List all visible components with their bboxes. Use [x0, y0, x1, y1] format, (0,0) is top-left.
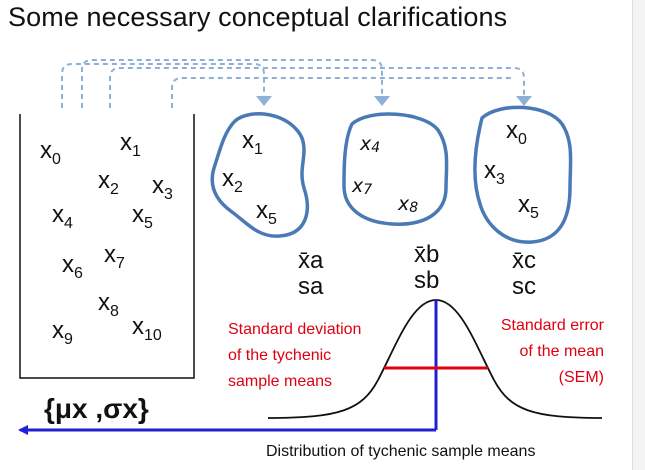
sample-c-outline [473, 105, 573, 244]
sample-c-sd: sc [512, 273, 536, 300]
page-title: Some necessary conceptual clarifications [8, 2, 508, 32]
sem-annotation: Standard error of the mean (SEM) [501, 317, 605, 386]
sample-a-element-2: x2 [222, 165, 243, 196]
sample-b-sd: sb [414, 267, 439, 294]
sample-c-elements: x0 x3 x5 [484, 117, 539, 222]
scrollbar[interactable] [632, 0, 645, 470]
pop-element-10: x10 [132, 313, 162, 344]
sample-c-element-1: x0 [506, 117, 527, 148]
pop-element-9: x9 [52, 317, 73, 348]
sem-annotation-line-2: of the mean [520, 343, 605, 360]
distribution-caption: Distribution of tychenic sample means [266, 443, 535, 460]
sample-blobs [210, 105, 573, 244]
pop-element-1: x1 [120, 129, 141, 160]
pop-element-0: x0 [40, 137, 61, 168]
sample-b-element-1: x4 [359, 133, 380, 156]
pop-element-4: x4 [52, 201, 73, 232]
sample-b-elements: x4 x7 x8 [351, 133, 418, 216]
connector-b [81, 59, 383, 108]
pop-element-5: x5 [132, 201, 153, 232]
sem-annotation-line-3: (SEM) [559, 369, 604, 386]
sample-a-sd: sa [298, 273, 324, 300]
sample-b-element-3: x8 [397, 193, 418, 216]
sample-a-elements: x1 x2 x5 [222, 127, 277, 228]
pop-element-6: x6 [62, 251, 83, 282]
pop-element-2: x2 [98, 167, 119, 198]
diagram-canvas: x0 x1 x2 x3 x4 x5 x6 x7 x8 x9 x10 x1 x2 … [18, 59, 605, 460]
pop-element-7: x7 [104, 241, 125, 272]
sample-b-mean: x̄b [414, 241, 439, 268]
population-box [19, 114, 195, 379]
population-parameters: {μx ,σx} [44, 393, 149, 424]
sampling-connectors [61, 59, 525, 108]
sample-c-element-2: x3 [484, 157, 505, 188]
pop-element-3: x3 [152, 172, 173, 203]
connector-arrowheads [256, 96, 532, 106]
arrowhead-b [374, 96, 390, 106]
connector-d [171, 77, 514, 108]
arrowhead-c [516, 96, 532, 106]
connector-a [61, 63, 265, 108]
sd-annotation-line-3: sample means [228, 373, 332, 390]
sem-annotation-line-1: Standard error [501, 317, 605, 334]
sample-b-outline [342, 112, 449, 226]
pop-element-8: x8 [98, 289, 119, 320]
sd-annotation-line-2: of the tychenic [228, 347, 331, 364]
sd-annotation-line-1: Standard deviation [228, 321, 361, 338]
sample-c-element-3: x5 [518, 191, 539, 222]
sample-a-element-1: x1 [242, 127, 263, 158]
sample-a-outline [210, 112, 309, 238]
population-elements: x0 x1 x2 x3 x4 x5 x6 x7 x8 x9 x10 [40, 129, 173, 348]
sample-c-mean: x̄c [512, 247, 536, 274]
sd-annotation: Standard deviation of the tychenic sampl… [228, 321, 361, 390]
sample-a-mean: x̄a [298, 247, 324, 274]
connector-c [109, 67, 525, 108]
arrowhead-a [256, 96, 272, 106]
sample-b-element-2: x7 [351, 175, 372, 198]
sample-statistics: x̄a sa x̄b sb x̄c sc [298, 241, 536, 300]
sample-a-element-3: x5 [256, 197, 277, 228]
